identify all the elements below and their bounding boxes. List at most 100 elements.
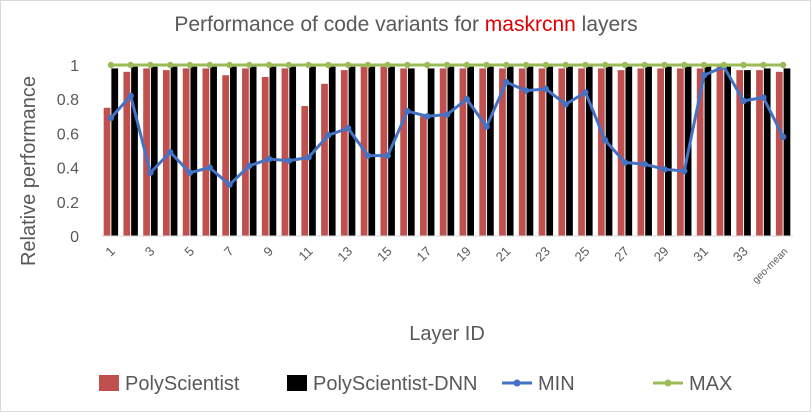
polyscientist-dnn-bar bbox=[368, 66, 376, 237]
min-point bbox=[483, 123, 490, 130]
polyscientist-bar bbox=[716, 66, 724, 237]
polyscientist-bar bbox=[459, 68, 467, 236]
min-point bbox=[562, 101, 569, 108]
x-tick-label: 7 bbox=[221, 244, 237, 260]
polyscientist-dnn-bar bbox=[744, 70, 751, 236]
max-point bbox=[344, 61, 352, 69]
max-point bbox=[601, 61, 609, 69]
polyscientist-dnn-bar bbox=[664, 66, 672, 237]
polyscientist-bar bbox=[222, 75, 230, 236]
polyscientist-dnn-bar bbox=[348, 66, 356, 237]
y-axis-ticks: 0 0.2 0.4 0.6 0.8 1 bbox=[57, 58, 79, 246]
chart-title: Performance of code variants for maskrcn… bbox=[174, 13, 637, 36]
x-tick-label: 13 bbox=[334, 244, 355, 265]
polyscientist-bar bbox=[321, 83, 328, 236]
x-tick-label: 3 bbox=[142, 244, 158, 260]
max-point bbox=[147, 61, 154, 69]
polyscientist-bar bbox=[479, 68, 487, 236]
chart-title-prefix: Performance of code variants for bbox=[174, 13, 484, 36]
max-point bbox=[582, 61, 589, 69]
polyscientist-dnn-bar bbox=[230, 66, 237, 237]
polyscientist-dnn-bar bbox=[249, 66, 257, 237]
polyscientist-dnn-bar bbox=[645, 66, 652, 237]
line-marks bbox=[107, 61, 787, 188]
x-tick-label: 27 bbox=[611, 244, 632, 265]
max-point bbox=[621, 61, 629, 69]
max-point bbox=[424, 61, 431, 69]
polyscientist-dnn-bar bbox=[487, 66, 494, 237]
x-tick-label: 11 bbox=[296, 244, 316, 264]
max-point bbox=[384, 61, 391, 69]
polyscientist-dnn-bar bbox=[467, 66, 474, 237]
x-tick-label: 5 bbox=[181, 244, 197, 260]
min-legend-marker bbox=[513, 379, 521, 387]
x-tick-label: 31 bbox=[690, 244, 711, 265]
min-point bbox=[621, 159, 629, 166]
y-tick-label: 0.4 bbox=[57, 161, 79, 178]
y-tick-label: 0.6 bbox=[57, 126, 79, 143]
max-point bbox=[720, 61, 727, 69]
min-point bbox=[424, 113, 431, 120]
polyscientist-dnn-bar bbox=[724, 66, 732, 237]
max-point bbox=[760, 61, 767, 69]
polyscientist-dnn-legend-swatch bbox=[287, 375, 307, 391]
max-point bbox=[107, 61, 115, 69]
max-point bbox=[443, 61, 451, 69]
polyscientist-dnn-bar bbox=[407, 68, 415, 236]
polyscientist-dnn-bar bbox=[605, 66, 613, 237]
x-tick-label: 33 bbox=[730, 244, 751, 265]
min-point bbox=[443, 111, 451, 118]
polyscientist-legend-label: PolyScientist bbox=[125, 373, 240, 395]
max-point bbox=[661, 61, 668, 69]
max-point bbox=[641, 61, 648, 69]
polyscientist-bar bbox=[261, 76, 269, 236]
min-point bbox=[127, 92, 134, 99]
min-point bbox=[641, 160, 648, 168]
polyscientist-dnn-bar bbox=[190, 66, 198, 237]
polyscientist-bar bbox=[162, 70, 170, 236]
polyscientist-bar bbox=[400, 68, 407, 236]
x-tick-label: 9 bbox=[260, 244, 276, 260]
polyscientist-bar bbox=[578, 68, 585, 236]
x-axis-title: Layer ID bbox=[409, 323, 485, 345]
min-point bbox=[760, 94, 767, 101]
polyscientist-dnn-legend-label: PolyScientist-DNN bbox=[313, 373, 477, 395]
min-point bbox=[779, 133, 787, 141]
polyscientist-dnn-bar bbox=[427, 68, 435, 236]
min-point bbox=[167, 149, 174, 156]
min-point bbox=[404, 107, 411, 115]
polyscientist-dnn-bar bbox=[566, 66, 573, 237]
min-point bbox=[384, 152, 391, 159]
polyscientist-bar bbox=[657, 68, 664, 236]
polyscientist-dnn-bar bbox=[625, 66, 633, 237]
min-point bbox=[740, 97, 747, 105]
polyscientist-dnn-bar bbox=[763, 68, 771, 236]
min-point bbox=[582, 89, 589, 96]
polyscientist-bar bbox=[499, 68, 506, 236]
y-tick-label: 0 bbox=[70, 229, 79, 246]
polyscientist-dnn-bar bbox=[546, 66, 554, 237]
legend: PolyScientist PolyScientist-DNN MIN MAX bbox=[99, 373, 732, 395]
min-point bbox=[503, 78, 510, 86]
min-point bbox=[305, 154, 312, 161]
max-point bbox=[503, 61, 510, 69]
polyscientist-bar bbox=[637, 68, 645, 236]
polyscientist-dnn-bar bbox=[111, 68, 119, 236]
max-point bbox=[404, 61, 411, 69]
polyscientist-bar bbox=[420, 116, 427, 236]
x-tick-label: 29 bbox=[651, 244, 672, 265]
x-tick-label: 19 bbox=[453, 244, 474, 265]
min-point bbox=[661, 166, 668, 173]
max-point bbox=[463, 61, 470, 69]
polyscientist-bar bbox=[340, 70, 348, 236]
polyscientist-bar bbox=[736, 70, 744, 236]
polyscientist-bar bbox=[182, 68, 190, 236]
polyscientist-dnn-bar bbox=[704, 66, 712, 237]
polyscientist-bar bbox=[202, 68, 210, 236]
x-tick-label: geo-mean bbox=[751, 246, 791, 286]
y-tick-label: 0.2 bbox=[57, 195, 79, 212]
max-point bbox=[167, 61, 174, 69]
max-point bbox=[542, 61, 550, 69]
polyscientist-dnn-bar bbox=[289, 66, 297, 237]
